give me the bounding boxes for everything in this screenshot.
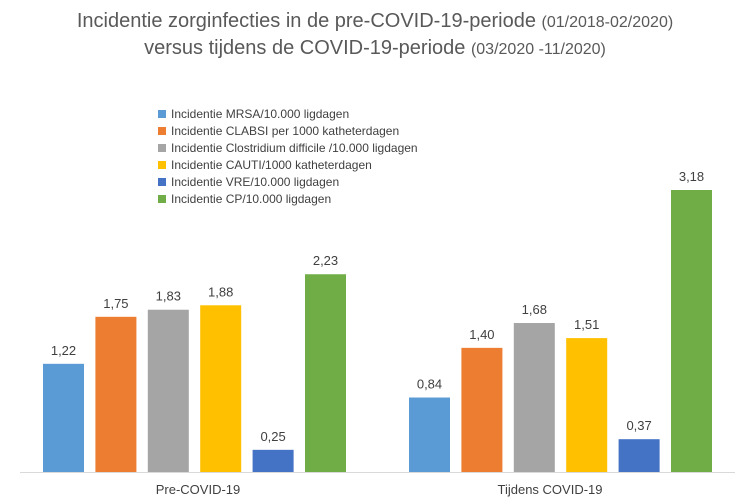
data-label-1-2: 1,68 [522, 302, 547, 317]
bar-0-4 [252, 449, 294, 472]
title-line2-main: versus tijdens de COVID-19-periode [144, 37, 466, 59]
legend-item: Incidentie CAUTI/1000 katheterdagen [158, 156, 418, 173]
data-label-0-5: 2,23 [313, 253, 338, 268]
legend-swatch [158, 143, 166, 152]
legend-item: Incidentie CLABSI per 1000 katheterdagen [158, 122, 418, 139]
legend-label: Incidentie MRSA/10.000 ligdagen [171, 106, 350, 121]
bar-0-2 [147, 309, 189, 472]
legend-item: Incidentie MRSA/10.000 ligdagen [158, 105, 418, 122]
legend-swatch [158, 194, 166, 203]
legend-item: Incidentie Clostridium difficile /10.000… [158, 139, 418, 156]
chart-legend: Incidentie MRSA/10.000 ligdagen Incidenti… [158, 105, 418, 207]
legend-label: Incidentie Clostridium difficile /10.000… [171, 140, 418, 155]
data-label-0-0: 1,22 [51, 343, 76, 358]
chart-title-line2: versus tijdens de COVID-19-periode (03/2… [0, 37, 750, 60]
legend-swatch [158, 160, 166, 169]
data-label-1-0: 0,84 [417, 377, 442, 392]
bar-0-5 [305, 274, 346, 472]
data-label-1-3: 1,51 [574, 317, 599, 332]
title-line1-main: Incidentie zorginfecties in de pre-COVID… [76, 10, 536, 32]
bar-1-2 [513, 323, 555, 472]
chart-title-line1: Incidentie zorginfecties in de pre-COVID… [0, 10, 750, 33]
bar-1-0 [409, 397, 450, 472]
bar-0-1 [95, 316, 137, 472]
bar-1-4 [618, 439, 660, 472]
data-label-0-3: 1,88 [208, 284, 233, 299]
bar-1-5 [671, 190, 712, 472]
legend-label: Incidentie CP/10.000 ligdagen [171, 191, 332, 206]
legend-swatch [158, 177, 166, 186]
data-label-0-1: 1,75 [103, 296, 128, 311]
legend-label: Incidentie CLABSI per 1000 katheterdagen [171, 123, 400, 138]
data-label-0-2: 1,83 [156, 289, 181, 304]
legend-swatch [158, 109, 166, 118]
category-label-0: Pre-COVID-19 [156, 482, 241, 497]
legend-label: Incidentie CAUTI/1000 katheterdagen [171, 157, 372, 172]
bar-0-0 [43, 363, 84, 472]
title-line2-period: (03/2020 -11/2020) [470, 41, 606, 58]
legend-swatch [158, 126, 166, 135]
data-label-0-4: 0,25 [260, 429, 285, 444]
legend-item: Incidentie VRE/10.000 ligdagen [158, 173, 418, 190]
data-label-1-4: 0,37 [626, 418, 651, 433]
data-label-1-1: 1,40 [469, 327, 494, 342]
category-label-1: Tijdens COVID-19 [498, 482, 603, 497]
data-label-1-5: 3,18 [679, 169, 704, 184]
title-line1-period: (01/2018-02/2020) [541, 14, 674, 31]
legend-label: Incidentie VRE/10.000 ligdagen [171, 174, 340, 189]
bar-1-3 [566, 338, 608, 472]
legend-item: Incidentie CP/10.000 ligdagen [158, 190, 418, 207]
bar-0-3 [200, 305, 242, 472]
bar-1-1 [461, 347, 503, 472]
